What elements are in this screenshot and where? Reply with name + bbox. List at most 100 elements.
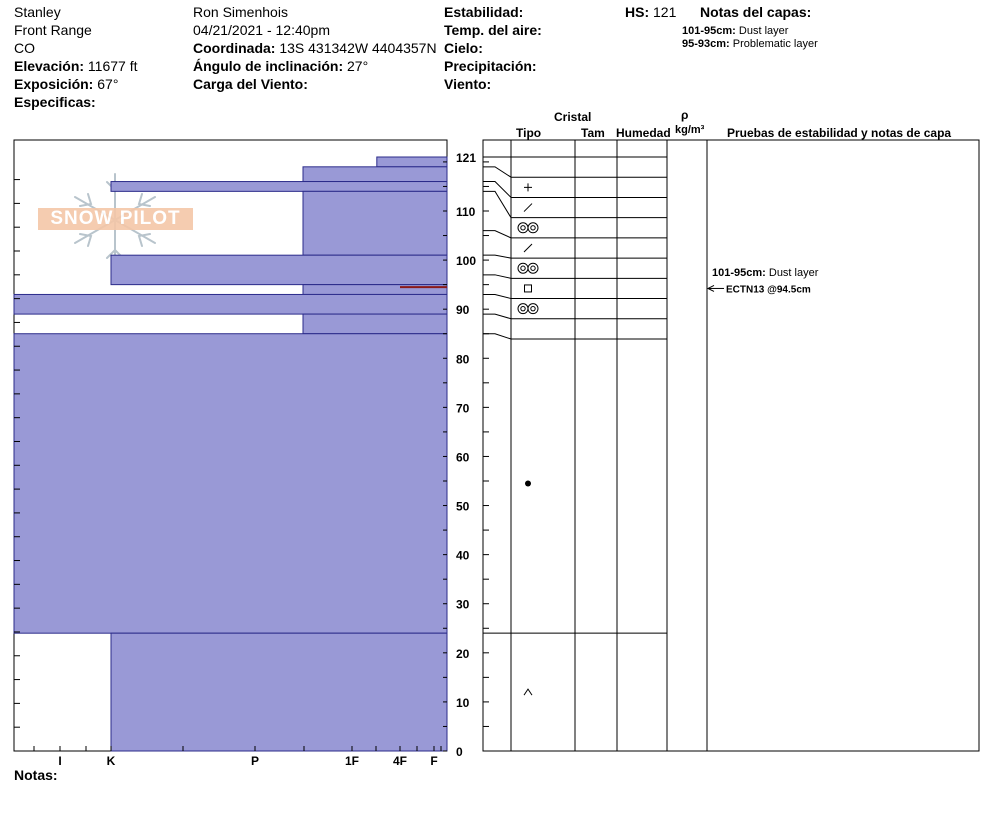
tests-notes-header: Pruebas de estabilidad y notas de capa bbox=[727, 126, 952, 140]
aspect-label: Exposición: bbox=[14, 76, 94, 92]
hardness-bar bbox=[376, 156, 448, 168]
hardness-bar bbox=[110, 254, 448, 286]
crystal-header: Cristal bbox=[554, 110, 592, 124]
dust-layer-note: 101-95cm: Dust layer bbox=[712, 267, 819, 279]
strat-connector bbox=[483, 166, 512, 178]
strat-connector bbox=[483, 181, 512, 198]
slope-angle: Ángulo de inclinación: 27° bbox=[193, 58, 368, 74]
stability-test-result: ECTN13 @94.5cm bbox=[726, 284, 811, 295]
hardness-bar bbox=[13, 333, 448, 634]
observer-name: Ron Simenhois bbox=[193, 4, 288, 20]
grain-symbol-ring-inner bbox=[530, 265, 536, 271]
hardness-tick-label: K bbox=[107, 754, 116, 768]
notes-label: Notas: bbox=[14, 767, 58, 783]
grain-symbol-ring bbox=[517, 262, 529, 274]
depth-tick-label: 20 bbox=[456, 647, 470, 661]
hardness-tick-label: I bbox=[58, 754, 61, 768]
dust-layer-note-text: Dust layer bbox=[769, 267, 819, 279]
depth-tick-label: 0 bbox=[456, 745, 463, 759]
slope-angle-value: 27° bbox=[347, 58, 369, 74]
location-name: Stanley bbox=[14, 4, 61, 20]
elevation-value: 11677 ft bbox=[87, 58, 138, 74]
hardness-bar bbox=[302, 190, 448, 256]
snow-height-label: HS: bbox=[625, 4, 650, 20]
hardness-tick-label: P bbox=[251, 754, 259, 768]
dust-layer-note-range: 101-95cm: bbox=[712, 267, 769, 279]
hardness-bar bbox=[13, 293, 448, 315]
grain-symbol-ring-inner bbox=[530, 225, 536, 231]
hardness-tick-label: 4F bbox=[393, 754, 407, 768]
hardness-bar bbox=[110, 181, 448, 192]
depth-tick-label: 60 bbox=[456, 450, 470, 464]
moisture-header: Humedad bbox=[616, 126, 671, 140]
depth-tick-label: 100 bbox=[456, 254, 476, 268]
depth-tick-label: 121 bbox=[456, 151, 476, 165]
layer-note-range: 95-93cm: bbox=[682, 38, 730, 50]
strat-table-frame bbox=[482, 139, 980, 752]
layer-note-range: 101-95cm: bbox=[682, 25, 736, 37]
grain-symbol-ring bbox=[527, 222, 539, 234]
aspect: Exposición: 67° bbox=[14, 76, 118, 92]
observation-datetime: 04/21/2021 - 12:40pm bbox=[193, 22, 330, 38]
strat-connector bbox=[483, 190, 512, 218]
slope-angle-label: Ángulo de inclinación: bbox=[193, 58, 344, 74]
grain-symbol-square bbox=[524, 284, 532, 293]
layer-note: 101-95cm: Dust layer bbox=[682, 25, 788, 37]
depth-tick-label: 80 bbox=[456, 352, 470, 366]
range-name: Front Range bbox=[14, 22, 92, 38]
depth-tick-label: 40 bbox=[456, 549, 470, 563]
hardness-bar bbox=[302, 313, 448, 335]
snowpilot-logo: SNOW PILOT bbox=[38, 170, 193, 270]
depth-tick-label: 70 bbox=[456, 401, 470, 415]
logo-text: SNOW PILOT bbox=[38, 208, 193, 230]
layer-note-text: Dust layer bbox=[738, 25, 789, 37]
elevation: Elevación: 11677 ft bbox=[14, 58, 137, 74]
depth-tick-label: 30 bbox=[456, 598, 470, 612]
hardness-bar bbox=[110, 632, 448, 752]
depth-tick-label: 110 bbox=[456, 205, 476, 219]
grain-symbol-ring-inner bbox=[520, 265, 526, 271]
hardness-bar bbox=[302, 166, 448, 183]
snow-height: HS: 121 bbox=[625, 4, 676, 20]
grain-symbol-ring bbox=[527, 262, 539, 274]
type-header: Tipo bbox=[516, 126, 542, 140]
state-name: CO bbox=[14, 40, 35, 56]
depth-tick-label: 90 bbox=[456, 303, 470, 317]
grain-symbol-slash bbox=[523, 243, 533, 253]
test-arrow-head bbox=[706, 284, 715, 292]
grain-symbol-slash bbox=[523, 203, 533, 212]
grain-symbol-ring bbox=[517, 222, 529, 234]
coordinates: Coordinada: 13S 431342W 4404357N bbox=[193, 40, 437, 56]
sky-label: Cielo: bbox=[444, 40, 483, 56]
depth-tick-label: 10 bbox=[456, 696, 470, 710]
grain-symbol-ring-inner bbox=[530, 305, 536, 312]
grain-symbol-ring bbox=[517, 303, 529, 315]
grain-symbol-ring bbox=[527, 303, 539, 315]
hardness-tick-label: 1F bbox=[345, 754, 359, 768]
grain-symbol-caret bbox=[523, 688, 533, 696]
density-unit: kg/m³ bbox=[675, 124, 705, 136]
depth-tick-label: 50 bbox=[456, 500, 470, 514]
grain-symbol-plus bbox=[524, 183, 532, 192]
layer-note-text: Problematic layer bbox=[732, 38, 818, 50]
strat-connector bbox=[483, 254, 512, 259]
grain-symbol-ring-inner bbox=[520, 305, 526, 312]
wind-load-label: Carga del Viento: bbox=[193, 76, 308, 92]
density-symbol: ρ bbox=[681, 108, 689, 122]
grain-symbol-dot bbox=[525, 480, 531, 487]
strat-connector bbox=[483, 293, 512, 300]
snow-height-value: 121 bbox=[653, 4, 677, 20]
strat-connector bbox=[483, 274, 512, 279]
coordinates-value: 13S 431342W 4404357N bbox=[279, 40, 437, 56]
elevation-label: Elevación: bbox=[14, 58, 85, 74]
layer-notes-title: Notas del capas: bbox=[700, 4, 812, 20]
strat-connector bbox=[483, 230, 512, 239]
wind-label: Viento: bbox=[444, 76, 492, 92]
size-header: Tam bbox=[581, 126, 605, 140]
strat-connector bbox=[483, 333, 512, 340]
precipitation-label: Precipitación: bbox=[444, 58, 537, 74]
stability-label: Estabilidad: bbox=[444, 4, 524, 20]
grain-symbol-ring-inner bbox=[520, 225, 526, 231]
layer-note: 95-93cm: Problematic layer bbox=[682, 38, 818, 50]
